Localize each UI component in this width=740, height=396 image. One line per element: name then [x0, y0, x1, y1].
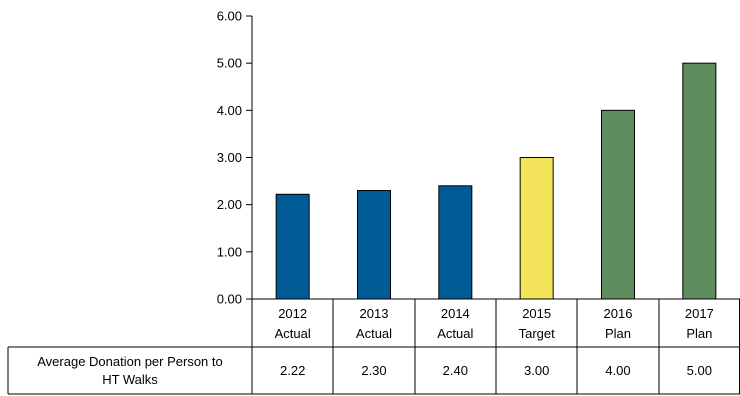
- table-value-cell: 4.00: [605, 363, 630, 378]
- y-tick-label: 2.00: [217, 197, 242, 212]
- table-value-cell: 3.00: [524, 363, 549, 378]
- data-table: 2012 Actual 2013 Actual 2014 Actual 2015 Target…: [7, 298, 740, 395]
- x-tick-label: Plan: [605, 326, 631, 341]
- bar: [438, 185, 473, 300]
- y-tick-label: 6.00: [217, 9, 242, 24]
- bar: [275, 193, 310, 300]
- y-tick-label: 1.00: [217, 244, 242, 259]
- x-tick-label: 2012: [278, 306, 307, 321]
- x-tick-label: 2015: [522, 306, 551, 321]
- y-tick-label: 4.00: [217, 103, 242, 118]
- x-tick-label: 2014: [441, 306, 470, 321]
- bar: [601, 109, 635, 300]
- x-tick-label: Plan: [686, 326, 712, 341]
- x-tick-label: 2013: [360, 306, 389, 321]
- y-tick-label: 0.00: [217, 292, 242, 307]
- x-tick-label: Actual: [275, 326, 311, 341]
- x-tick-label: Actual: [356, 326, 392, 341]
- y-tick-label: 5.00: [217, 56, 242, 71]
- y-tick-label: 3.00: [217, 150, 242, 165]
- x-tick-label: 2017: [685, 306, 714, 321]
- table-value-cell: 5.00: [687, 363, 712, 378]
- series-name: HT Walks: [102, 372, 158, 387]
- x-tick-label: Target: [519, 326, 556, 341]
- y-axis: 0.00 1.00 2.00 3.00 4.00 5.00 6.00: [217, 9, 253, 394]
- series-name: Average Donation per Person to: [37, 354, 223, 369]
- table-value-cell: 2.22: [280, 363, 305, 378]
- bar: [519, 157, 554, 300]
- x-tick-label: 2016: [604, 306, 633, 321]
- bar: [357, 190, 391, 300]
- bar: [682, 62, 717, 300]
- table-value-cell: 2.40: [443, 363, 468, 378]
- bars: [275, 62, 717, 300]
- table-value-cell: 2.30: [361, 363, 386, 378]
- x-tick-label: Actual: [437, 326, 473, 341]
